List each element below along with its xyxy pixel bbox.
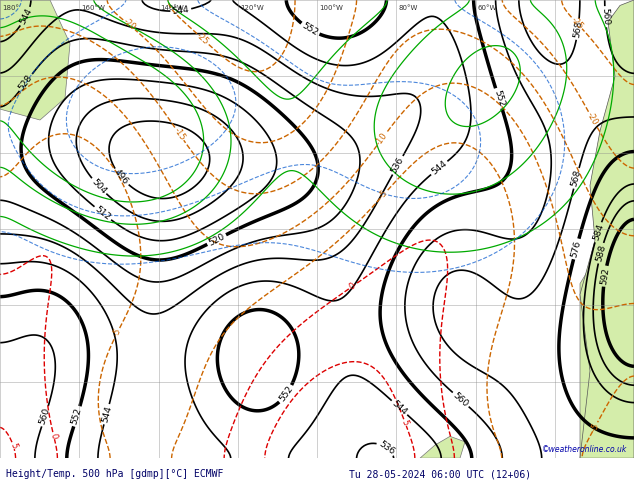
Polygon shape (0, 0, 70, 120)
Text: -10: -10 (374, 131, 389, 147)
Text: 0: 0 (49, 432, 58, 439)
Text: 576: 576 (569, 240, 583, 258)
Text: 504: 504 (90, 177, 108, 196)
Text: -5: -5 (378, 189, 390, 200)
Text: 592: 592 (599, 267, 611, 285)
Text: 584: 584 (591, 222, 605, 242)
Text: 5: 5 (400, 418, 410, 427)
Text: 560: 560 (451, 391, 470, 409)
Text: 0: 0 (347, 282, 356, 292)
Text: 552: 552 (301, 21, 320, 38)
Text: 512: 512 (93, 204, 112, 222)
Text: 588: 588 (594, 244, 607, 263)
Text: 560: 560 (600, 8, 611, 25)
Text: 80°W: 80°W (398, 5, 418, 11)
Text: 536: 536 (390, 155, 406, 175)
Text: 60°W: 60°W (477, 5, 497, 11)
Text: 544: 544 (390, 399, 409, 416)
Text: -5: -5 (589, 421, 601, 433)
Text: 496: 496 (112, 168, 130, 187)
Text: 528: 528 (17, 73, 35, 92)
Text: ©weatheronline.co.uk: ©weatheronline.co.uk (543, 444, 628, 454)
Text: 568: 568 (573, 20, 583, 38)
Text: 552: 552 (278, 385, 295, 404)
Text: 520: 520 (207, 232, 226, 247)
Text: 552: 552 (70, 407, 84, 426)
Text: -5: -5 (112, 327, 123, 338)
Text: 536: 536 (377, 439, 396, 456)
Text: 552: 552 (492, 89, 506, 108)
Text: Height/Temp. 500 hPa [gdmp][°C] ECMWF: Height/Temp. 500 hPa [gdmp][°C] ECMWF (6, 469, 224, 479)
Text: -25: -25 (195, 31, 210, 47)
Text: 544: 544 (18, 7, 34, 26)
Text: 5: 5 (8, 441, 18, 449)
Text: 544: 544 (430, 159, 449, 177)
Polygon shape (580, 229, 634, 458)
Polygon shape (420, 436, 465, 458)
Text: 160°W: 160°W (81, 5, 105, 11)
Text: -20: -20 (121, 17, 137, 33)
Text: 544: 544 (100, 405, 113, 423)
Text: 120°W: 120°W (240, 5, 264, 11)
Polygon shape (580, 0, 634, 458)
Text: -25: -25 (569, 15, 585, 31)
Text: 568: 568 (570, 169, 583, 188)
Text: 100°W: 100°W (319, 5, 343, 11)
Text: 544: 544 (172, 5, 190, 16)
Text: Tu 28-05-2024 06:00 UTC (12+06): Tu 28-05-2024 06:00 UTC (12+06) (349, 469, 531, 479)
Text: 180°: 180° (2, 5, 19, 11)
Text: 140°W: 140°W (160, 5, 184, 11)
Text: -15: -15 (172, 126, 187, 142)
Text: 560: 560 (38, 407, 52, 426)
Text: -20: -20 (585, 110, 600, 126)
